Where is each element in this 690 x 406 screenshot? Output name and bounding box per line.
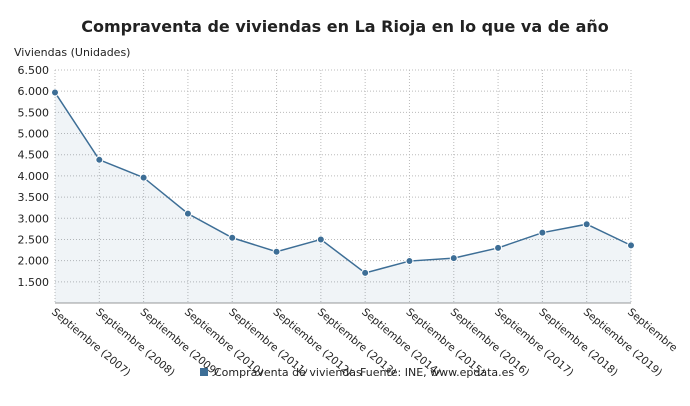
line — [54, 92, 632, 274]
y-tick-label: 6.000 — [18, 85, 50, 98]
y-tick-label: 3.000 — [18, 212, 50, 225]
legend-marker — [200, 368, 208, 376]
x-tick-label: Septiembre (2007) — [49, 306, 133, 379]
x-tick-label: Septiembre (2008) — [93, 306, 177, 379]
legend-label: Compraventa de viviendas — [214, 366, 362, 379]
point — [361, 268, 370, 277]
y-axis-label: Viviendas (Unidades) — [14, 46, 130, 59]
y-tick-label: 4.500 — [18, 149, 50, 162]
source: Fuente: INE, www.epdata.es — [360, 366, 514, 379]
chart-title: Compraventa de viviendas en La Rioja en … — [81, 17, 609, 36]
point — [627, 241, 635, 250]
point — [95, 155, 104, 164]
y-tick-label: 6.500 — [18, 64, 50, 77]
point — [582, 220, 591, 229]
y-tick-label: 5.500 — [18, 106, 50, 119]
point — [139, 173, 148, 182]
point — [494, 243, 503, 252]
area — [55, 92, 631, 303]
point — [51, 88, 59, 97]
y-tick-label: 4.000 — [18, 170, 50, 183]
point — [538, 228, 547, 237]
y-tick-label: 1.500 — [18, 276, 50, 289]
x-tick-label: Septiembre (2019) — [581, 306, 665, 379]
point — [449, 254, 458, 263]
y-tick-label: 2.500 — [18, 233, 50, 246]
y-tick-label: 3.500 — [18, 191, 50, 204]
y-tick-label: 5.000 — [18, 128, 50, 141]
x-tick-label: Septiembre (2018) — [536, 306, 620, 379]
point — [228, 233, 237, 242]
x-tick-label: Septiembre (2009) — [138, 306, 222, 379]
point — [405, 257, 414, 266]
point — [316, 235, 325, 244]
point — [272, 247, 281, 256]
point — [183, 209, 192, 218]
y-tick-label: 2.000 — [18, 255, 50, 268]
